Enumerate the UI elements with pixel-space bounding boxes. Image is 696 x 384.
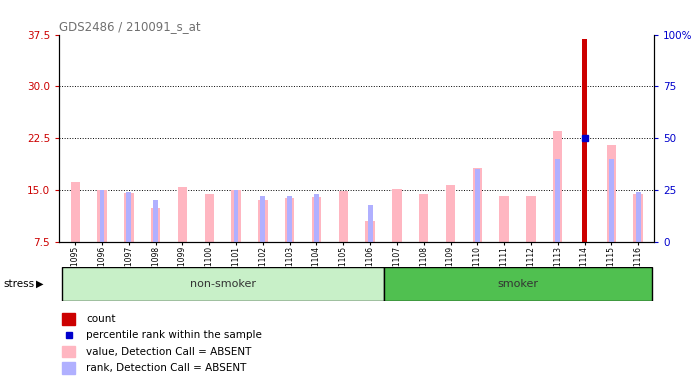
Text: value, Detection Call = ABSENT: value, Detection Call = ABSENT: [86, 346, 251, 356]
Bar: [151, 208, 160, 242]
Bar: [473, 168, 482, 242]
Bar: [635, 192, 640, 242]
Bar: [500, 196, 509, 242]
Bar: [393, 189, 402, 242]
Bar: [97, 190, 106, 242]
Bar: [339, 192, 348, 242]
Bar: [609, 159, 614, 242]
Bar: [285, 199, 294, 242]
Bar: [365, 221, 374, 242]
Bar: [475, 169, 480, 242]
Bar: [231, 190, 241, 242]
Bar: [555, 159, 560, 242]
Text: GDS2486 / 210091_s_at: GDS2486 / 210091_s_at: [59, 20, 200, 33]
Bar: [367, 205, 372, 242]
Bar: [234, 190, 239, 242]
Bar: [553, 131, 562, 242]
Bar: [62, 267, 383, 301]
Bar: [153, 200, 158, 242]
Bar: [177, 187, 187, 242]
Text: percentile rank within the sample: percentile rank within the sample: [86, 330, 262, 340]
Bar: [62, 362, 75, 374]
Bar: [62, 313, 75, 325]
Bar: [607, 145, 616, 242]
Bar: [383, 267, 651, 301]
Bar: [124, 193, 134, 242]
Bar: [100, 190, 104, 242]
Bar: [446, 185, 455, 242]
Bar: [127, 192, 132, 242]
Bar: [287, 196, 292, 242]
Text: ▶: ▶: [36, 279, 44, 289]
Bar: [260, 196, 265, 242]
Bar: [62, 346, 75, 358]
Text: non-smoker: non-smoker: [190, 279, 255, 289]
Text: smoker: smoker: [497, 279, 538, 289]
Bar: [258, 200, 267, 242]
Bar: [582, 40, 587, 242]
Bar: [633, 194, 643, 242]
Bar: [205, 194, 214, 242]
Bar: [70, 182, 80, 242]
Bar: [312, 197, 321, 242]
Text: count: count: [86, 314, 116, 324]
Text: rank, Detection Call = ABSENT: rank, Detection Call = ABSENT: [86, 363, 246, 373]
Text: stress: stress: [3, 279, 35, 289]
Bar: [526, 195, 536, 242]
Bar: [419, 194, 429, 242]
Bar: [314, 194, 319, 242]
